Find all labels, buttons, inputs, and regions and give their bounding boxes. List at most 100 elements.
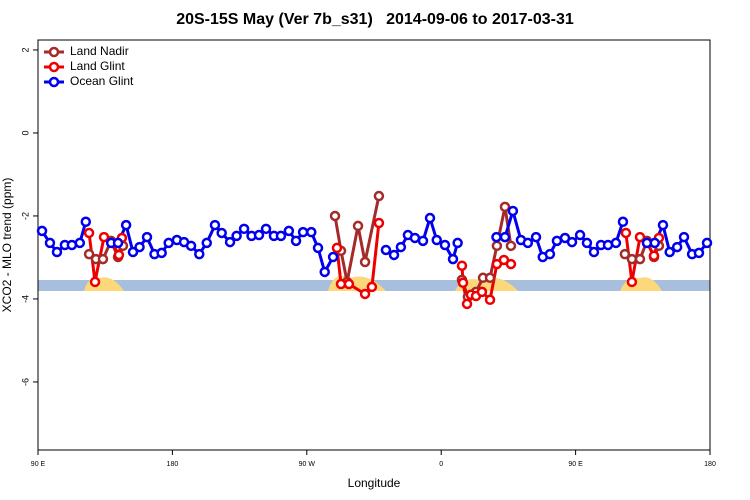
data-point <box>201 237 212 249</box>
chart-title: 20S-15S May (Ver 7b_s31) 2014-09-06 to 2… <box>176 11 574 28</box>
data-point <box>626 276 638 288</box>
data-point <box>544 248 556 260</box>
data-point <box>83 227 95 239</box>
data-point <box>522 237 534 249</box>
data-point <box>634 253 646 265</box>
data-point <box>439 239 451 251</box>
data-point <box>98 231 110 243</box>
y-axis-label: XCO2 - MLO trend (ppm) <box>0 178 14 313</box>
x-tick-label: 180 <box>167 461 179 468</box>
data-point <box>366 281 378 293</box>
data-point <box>112 237 124 249</box>
data-point <box>373 190 385 202</box>
data-point <box>620 227 632 239</box>
y-tick-label: 0 <box>20 130 30 135</box>
data-point <box>491 240 503 252</box>
data-point <box>36 225 48 237</box>
data-point <box>297 226 309 238</box>
y-tick-label: -2 <box>20 212 30 220</box>
data-point <box>127 246 139 258</box>
land-patch <box>455 277 518 291</box>
data-point <box>648 250 660 262</box>
data-point <box>657 219 669 231</box>
data-point <box>693 247 705 259</box>
data-point <box>209 219 221 231</box>
data-point <box>194 248 205 260</box>
legend-label: Land Nadir <box>70 44 129 58</box>
y-tick-label: -4 <box>20 295 30 303</box>
legend-label: Land Glint <box>70 59 125 73</box>
x-tick-label: 180 <box>704 461 716 468</box>
data-point <box>224 236 236 248</box>
data-point <box>484 294 496 306</box>
data-point <box>275 230 287 242</box>
data-point <box>352 220 364 232</box>
data-point <box>452 237 463 249</box>
data-point <box>649 237 660 249</box>
x-tick-label: 0 <box>439 461 443 468</box>
data-point <box>417 235 429 247</box>
data-point <box>97 253 109 265</box>
data-point <box>678 231 690 243</box>
data-point <box>457 277 469 289</box>
data-point <box>359 256 371 268</box>
data-point <box>134 241 145 253</box>
data-point <box>664 246 675 258</box>
data-point <box>581 237 593 249</box>
data-point <box>185 240 197 252</box>
data-point <box>409 232 421 244</box>
x-axis-label: Longitude <box>348 476 401 490</box>
data-point <box>395 241 407 253</box>
x-tick-label: 90 W <box>299 461 316 468</box>
data-point <box>507 205 519 217</box>
data-point <box>574 229 586 241</box>
data-point <box>505 240 517 252</box>
data-point <box>456 260 468 271</box>
data-point <box>701 237 713 249</box>
data-point <box>74 237 86 249</box>
data-point <box>343 278 355 290</box>
data-point <box>626 253 638 265</box>
data-point <box>380 244 392 256</box>
data-point <box>476 286 488 298</box>
data-point <box>491 231 502 243</box>
data-point <box>231 230 242 242</box>
legend-marker <box>48 76 60 88</box>
data-point <box>566 236 578 248</box>
data-point <box>499 201 511 213</box>
data-point <box>671 241 683 253</box>
data-point <box>551 235 563 247</box>
data-point <box>319 266 330 278</box>
data-point <box>373 217 385 229</box>
data-point <box>329 210 341 222</box>
legend-label: Ocean Glint <box>70 74 134 88</box>
data-point <box>156 247 167 259</box>
data-point <box>216 227 227 239</box>
data-point <box>634 231 646 243</box>
data-point <box>283 225 295 237</box>
data-point <box>359 288 371 300</box>
data-point <box>499 231 511 243</box>
data-point <box>80 216 92 228</box>
series-line <box>88 195 661 299</box>
data-point <box>484 272 496 284</box>
data-point <box>163 237 174 249</box>
x-tick-label: 90 E <box>568 461 583 468</box>
data-point <box>617 216 629 228</box>
data-point <box>388 249 400 261</box>
data-point <box>51 246 63 258</box>
data-point <box>238 223 250 235</box>
y-tick-label: -6 <box>20 378 30 386</box>
data-point <box>141 231 153 243</box>
data-point <box>312 242 324 254</box>
data-point <box>431 234 442 246</box>
data-point <box>530 231 542 243</box>
data-point <box>461 298 473 310</box>
data-point <box>253 229 265 241</box>
x-tick-label: 90 E <box>31 461 46 468</box>
y-tick-label: 2 <box>20 47 30 52</box>
data-point <box>83 248 95 260</box>
data-point <box>327 251 339 263</box>
